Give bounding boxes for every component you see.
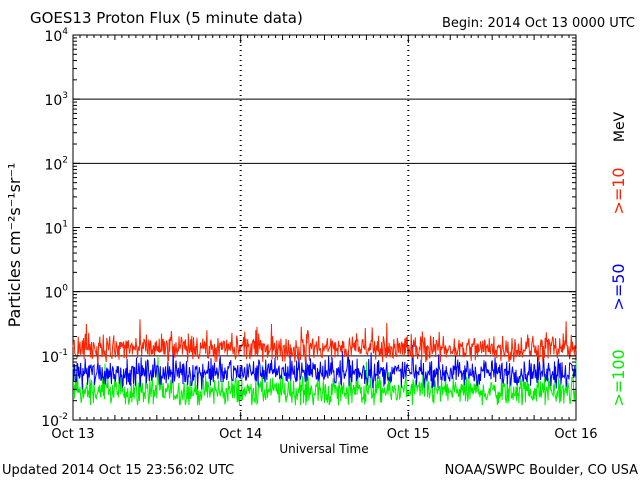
legend-series-100: >=100 bbox=[609, 349, 628, 406]
y-tick-label: 10-1 bbox=[41, 348, 68, 366]
x-tick-label: Oct 14 bbox=[219, 427, 262, 442]
x-tick-label: Oct 13 bbox=[51, 427, 94, 442]
day-markers bbox=[239, 35, 410, 420]
y-tick-label: 104 bbox=[44, 27, 68, 45]
x-axis-label: Universal Time bbox=[279, 442, 368, 456]
y-tick-label: 101 bbox=[44, 220, 68, 238]
legend-series-50: >=50 bbox=[609, 263, 628, 310]
y-tick-label: 103 bbox=[44, 91, 68, 109]
y-tick-label: 100 bbox=[44, 284, 68, 302]
updated-timestamp: Updated 2014 Oct 15 23:56:02 UTC bbox=[2, 463, 234, 478]
credit-line: NOAA/SWPC Boulder, CO USA bbox=[445, 463, 638, 478]
series-layer bbox=[72, 319, 577, 406]
legend-series-10: >=10 bbox=[609, 167, 628, 214]
y-axis-label: Particles cm⁻²s⁻¹sr⁻¹ bbox=[5, 163, 24, 328]
series-line bbox=[72, 319, 577, 363]
series-line bbox=[72, 356, 577, 406]
x-tick-label: Oct 16 bbox=[554, 427, 597, 442]
x-axis-ticks: Oct 13 Oct 14 Oct 15 Oct 16 bbox=[51, 35, 598, 442]
x-tick-label: Oct 15 bbox=[387, 427, 430, 442]
chart-title: GOES13 Proton Flux (5 minute data) bbox=[30, 9, 303, 27]
series-line bbox=[72, 344, 577, 390]
begin-date: Begin: 2014 Oct 13 0000 UTC bbox=[442, 16, 635, 31]
legend-unit-mev: MeV bbox=[612, 111, 628, 142]
y-tick-label: 102 bbox=[44, 155, 68, 173]
grid-lines bbox=[73, 98, 576, 357]
